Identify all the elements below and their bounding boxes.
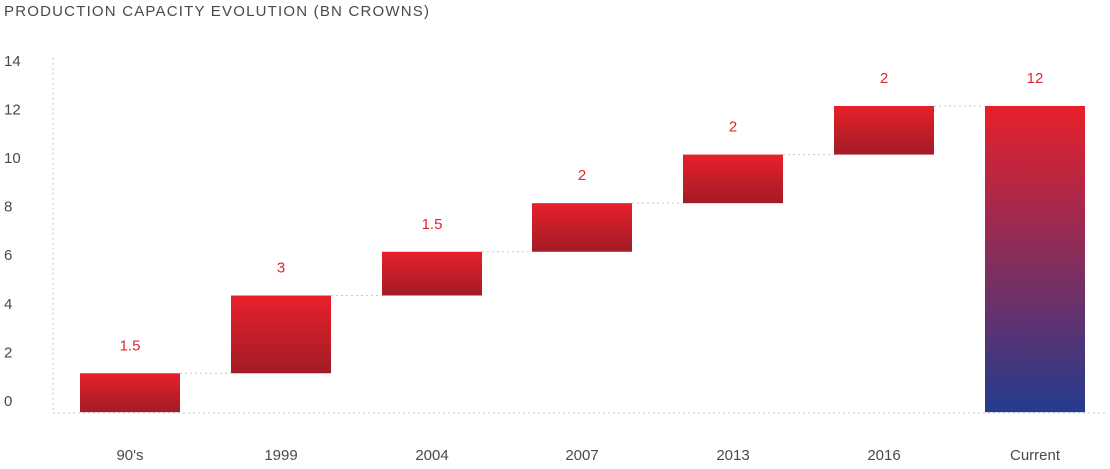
data-label: 3 — [277, 260, 285, 277]
increment-bar — [683, 154, 783, 204]
y-tick-label: 6 — [4, 247, 12, 264]
data-label: 2 — [880, 70, 888, 87]
x-category-label: 2007 — [565, 447, 598, 464]
y-tick-label: 12 — [4, 101, 21, 118]
x-category-label: Current — [1010, 447, 1061, 464]
data-label: 1.5 — [422, 216, 443, 233]
increment-bar — [80, 373, 180, 413]
y-tick-label: 14 — [4, 53, 21, 70]
increment-bar — [231, 295, 331, 374]
total-bar — [985, 105, 1085, 413]
y-tick-label: 2 — [4, 344, 12, 361]
chart-title: PRODUCTION CAPACITY EVOLUTION (BN CROWNS… — [4, 3, 431, 20]
x-category-label: 2016 — [867, 447, 900, 464]
increment-bar — [382, 251, 482, 296]
increment-bar — [834, 105, 934, 155]
x-category-label: 90's — [116, 447, 143, 464]
data-label: 2 — [729, 119, 737, 136]
x-category-label: 2013 — [716, 447, 749, 464]
y-tick-label: 8 — [4, 199, 12, 216]
y-tick-label: 0 — [4, 393, 12, 410]
data-label: 12 — [1027, 70, 1044, 87]
x-category-label: 2004 — [415, 447, 448, 464]
data-label: 1.5 — [120, 337, 141, 354]
y-tick-label: 10 — [4, 150, 21, 167]
increment-bar — [532, 203, 632, 252]
x-category-label: 1999 — [264, 447, 297, 464]
data-label: 2 — [578, 167, 586, 184]
y-tick-label: 4 — [4, 296, 12, 313]
